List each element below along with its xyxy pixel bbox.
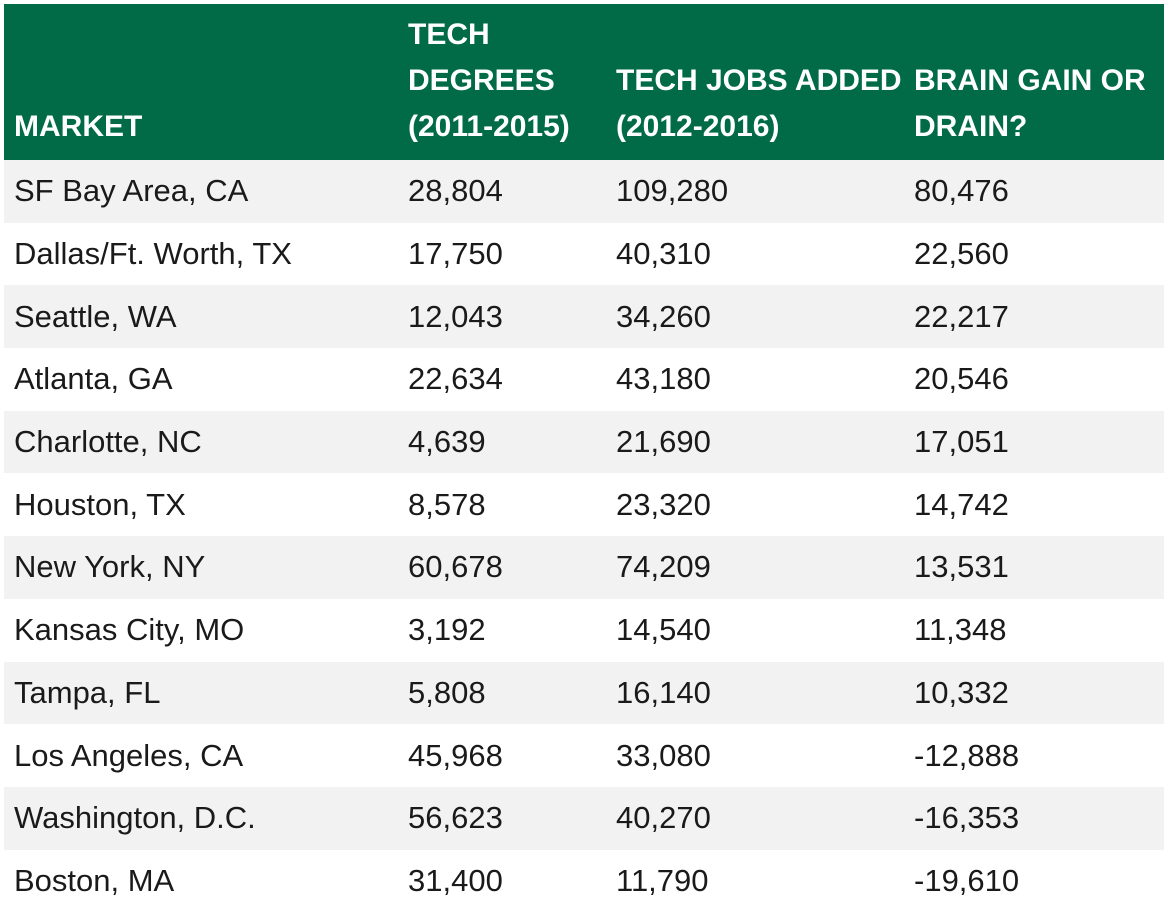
brain-gain-cell: -16,353 — [904, 786, 1164, 850]
market-cell: Kansas City, MO — [4, 598, 398, 662]
tech-jobs-cell: 33,080 — [606, 724, 904, 787]
market-cell: Washington, D.C. — [4, 786, 398, 850]
tech-jobs-cell: 40,310 — [606, 222, 904, 286]
tech-jobs-cell: 14,540 — [606, 598, 904, 662]
tech-degrees-cell: 12,043 — [398, 285, 606, 349]
brain-gain-cell: -19,610 — [904, 849, 1164, 912]
tech-degrees-cell: 28,804 — [398, 160, 606, 223]
brain-gain-cell: 22,217 — [904, 285, 1164, 349]
brain-gain-cell: 13,531 — [904, 536, 1164, 599]
tech-degrees-cell: 31,400 — [398, 849, 606, 912]
market-cell: Los Angeles, CA — [4, 724, 398, 787]
table-row: Houston, TX 8,578 23,320 14,742 — [4, 473, 1164, 537]
market-cell: Tampa, FL — [4, 661, 398, 725]
tech-jobs-cell: 16,140 — [606, 661, 904, 725]
table-row: SF Bay Area, CA 28,804 109,280 80,476 — [4, 160, 1164, 223]
header-row: MARKET TECH DEGREES (2011-2015) TECH JOB… — [4, 4, 1164, 160]
tech-degrees-cell: 56,623 — [398, 786, 606, 850]
tech-degrees-cell: 17,750 — [398, 222, 606, 286]
brain-gain-cell: 11,348 — [904, 598, 1164, 662]
column-header-tech-degrees: TECH DEGREES (2011-2015) — [398, 4, 606, 160]
tech-brain-gain-table: MARKET TECH DEGREES (2011-2015) TECH JOB… — [4, 4, 1164, 912]
brain-gain-cell: 17,051 — [904, 410, 1164, 474]
brain-gain-cell: 20,546 — [904, 348, 1164, 411]
table-row: Dallas/Ft. Worth, TX 17,750 40,310 22,560 — [4, 222, 1164, 286]
brain-gain-cell: 22,560 — [904, 222, 1164, 286]
table-header: MARKET TECH DEGREES (2011-2015) TECH JOB… — [4, 4, 1164, 160]
market-cell: Atlanta, GA — [4, 348, 398, 411]
tech-degrees-cell: 5,808 — [398, 661, 606, 725]
data-table-container: MARKET TECH DEGREES (2011-2015) TECH JOB… — [4, 4, 1164, 912]
tech-jobs-cell: 109,280 — [606, 160, 904, 223]
tech-degrees-cell: 3,192 — [398, 598, 606, 662]
market-cell: Dallas/Ft. Worth, TX — [4, 222, 398, 286]
table-row: Los Angeles, CA 45,968 33,080 -12,888 — [4, 724, 1164, 787]
market-cell: New York, NY — [4, 536, 398, 599]
market-cell: Charlotte, NC — [4, 410, 398, 474]
table-body: SF Bay Area, CA 28,804 109,280 80,476 Dallas… — [4, 160, 1164, 912]
market-cell: Seattle, WA — [4, 285, 398, 349]
table-row: Washington, D.C. 56,623 40,270 -16,353 — [4, 786, 1164, 850]
column-header-market: MARKET — [4, 4, 398, 160]
table-row: Charlotte, NC 4,639 21,690 17,051 — [4, 410, 1164, 474]
column-header-brain-gain-or-drain: BRAIN GAIN OR DRAIN? — [904, 4, 1164, 160]
tech-degrees-cell: 8,578 — [398, 473, 606, 537]
table-row: Tampa, FL 5,808 16,140 10,332 — [4, 661, 1164, 725]
tech-jobs-cell: 40,270 — [606, 786, 904, 850]
tech-jobs-cell: 21,690 — [606, 410, 904, 474]
market-cell: Houston, TX — [4, 473, 398, 537]
tech-jobs-cell: 43,180 — [606, 348, 904, 411]
brain-gain-cell: 14,742 — [904, 473, 1164, 537]
table-row: Seattle, WA 12,043 34,260 22,217 — [4, 285, 1164, 349]
column-header-tech-jobs-added: TECH JOBS ADDED (2012-2016) — [606, 4, 904, 160]
tech-jobs-cell: 74,209 — [606, 536, 904, 599]
tech-jobs-cell: 11,790 — [606, 849, 904, 912]
table-row: New York, NY 60,678 74,209 13,531 — [4, 536, 1164, 599]
brain-gain-cell: 80,476 — [904, 160, 1164, 223]
tech-jobs-cell: 34,260 — [606, 285, 904, 349]
tech-degrees-cell: 22,634 — [398, 348, 606, 411]
table-row: Boston, MA 31,400 11,790 -19,610 — [4, 849, 1164, 912]
tech-degrees-cell: 4,639 — [398, 410, 606, 474]
table-row: Atlanta, GA 22,634 43,180 20,546 — [4, 348, 1164, 411]
table-row: Kansas City, MO 3,192 14,540 11,348 — [4, 598, 1164, 662]
tech-jobs-cell: 23,320 — [606, 473, 904, 537]
market-cell: Boston, MA — [4, 849, 398, 912]
brain-gain-cell: 10,332 — [904, 661, 1164, 725]
brain-gain-cell: -12,888 — [904, 724, 1164, 787]
tech-degrees-cell: 45,968 — [398, 724, 606, 787]
tech-degrees-cell: 60,678 — [398, 536, 606, 599]
market-cell: SF Bay Area, CA — [4, 160, 398, 223]
